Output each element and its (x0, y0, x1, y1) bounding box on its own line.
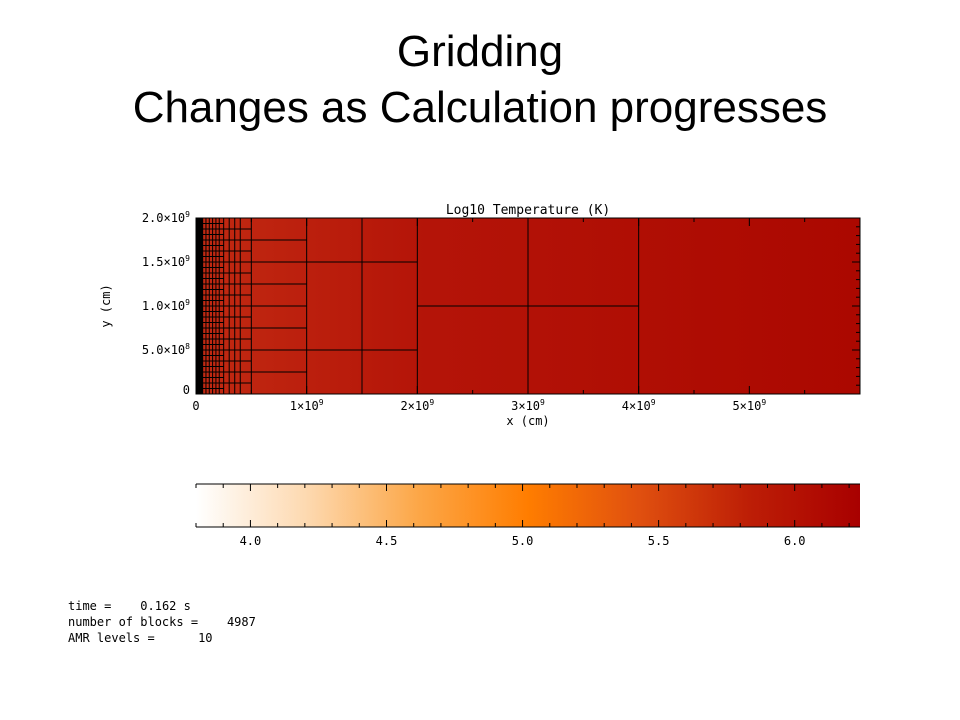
levels-label: AMR levels = (68, 631, 155, 645)
blocks-value: 4987 (226, 615, 256, 629)
x-tick-label: 2×109 (400, 398, 434, 413)
colorbar-tick-label: 5.0 (512, 534, 534, 548)
x-tick-label-exponent: 9 (761, 398, 766, 407)
x-tick-label: 0 (192, 399, 199, 413)
y-tick-label: 5.0×108 (142, 342, 190, 357)
x-tick-label: 1×109 (290, 398, 324, 413)
y-tick-label-exponent: 9 (185, 298, 190, 307)
slide-title-line2: Changes as Calculation progresses (132, 83, 828, 132)
colorbar-tick-label: 4.0 (240, 534, 262, 548)
y-tick-label-exponent: 8 (185, 342, 190, 351)
colorbar-ticks (195, 484, 850, 527)
colorbar-tick-label: 6.0 (784, 534, 806, 548)
x-tick-labels: 0 1×109 2×109 3×109 4×109 5×109 (192, 398, 766, 413)
blocks-label: number of blocks = (68, 615, 199, 629)
amr-block-grid (196, 218, 640, 394)
slide-title-line1: Gridding (396, 27, 564, 76)
x-tick-label-exponent: 9 (651, 398, 656, 407)
y-tick-label: 0 (183, 383, 190, 397)
y-tick-label: 1.0×109 (142, 298, 190, 313)
x-tick-label: 5×109 (732, 398, 766, 413)
levels-value: 10 (198, 631, 213, 645)
colorbar: 4.0 4.5 5.0 5.5 6.0 (195, 483, 860, 548)
slide-title: Gridding Changes as Calculation progress… (0, 24, 960, 136)
x-tick-label: 4×109 (622, 398, 656, 413)
x-tick-label-exponent: 9 (429, 398, 434, 407)
x-axis-label: x (cm) (506, 414, 549, 428)
colorbar-gradient (196, 484, 860, 527)
run-stats: time = 0.162 s number of blocks = 4987 A… (68, 598, 256, 646)
axis-ticks (195, 217, 861, 395)
x-tick-label: 3×109 (511, 398, 545, 413)
y-tick-labels: 0 5.0×108 1.0×109 1.5×109 2.0×109 (142, 210, 190, 397)
y-tick-label: 2.0×109 (142, 210, 190, 225)
y-tick-label-exponent: 9 (185, 210, 190, 219)
time-label: time = (68, 599, 112, 613)
colorbar-tick-labels: 4.0 4.5 5.0 5.5 6.0 (240, 534, 806, 548)
colorbar-tick-label: 4.5 (376, 534, 398, 548)
y-axis-label: y (cm) (99, 284, 113, 327)
y-tick-label: 1.5×109 (142, 254, 190, 269)
x-tick-label-exponent: 9 (540, 398, 545, 407)
colorbar-tick-label: 5.5 (648, 534, 670, 548)
temperature-plot: Log10 Temperature (K) x (cm) y (cm) 0 1×1… (99, 203, 861, 428)
plot-title: Log10 Temperature (K) (446, 203, 610, 218)
y-tick-label-exponent: 9 (185, 254, 190, 263)
x-tick-label-exponent: 9 (319, 398, 324, 407)
time-value: 0.162 s (140, 599, 191, 613)
